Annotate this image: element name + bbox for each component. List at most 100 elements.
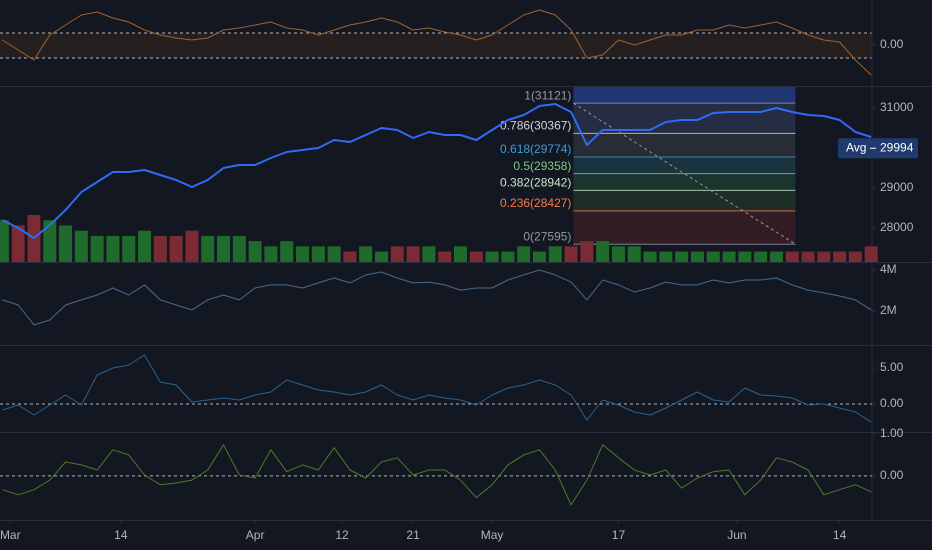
- volume-bar: [833, 251, 847, 262]
- series-line: [2, 354, 872, 423]
- volume-bar: [485, 251, 499, 262]
- series-line: [2, 444, 872, 506]
- x-tick-label: 17: [612, 528, 626, 542]
- y-tick-label: 5.00: [880, 360, 904, 374]
- x-tick-label: May: [481, 528, 504, 542]
- fib-label: 0.236(28427): [500, 196, 571, 210]
- x-tick-label: 14: [114, 528, 128, 542]
- x-tick-label: Apr: [246, 528, 265, 542]
- y-tick-label: 31000: [880, 100, 914, 114]
- fib-band: [573, 133, 796, 158]
- fib-band: [573, 210, 796, 245]
- volume-bar: [138, 230, 152, 262]
- volume-bar: [217, 235, 231, 262]
- volume-bar: [517, 246, 531, 262]
- volume-bar: [296, 246, 310, 262]
- volume-bar: [406, 246, 420, 262]
- volume-bar: [453, 246, 467, 262]
- y-tick-label: 0.00: [880, 37, 904, 51]
- volume-bar: [801, 251, 815, 262]
- series-line: [1, 103, 872, 239]
- series-line: [2, 9, 872, 76]
- x-tick-label: 12: [335, 528, 349, 542]
- volume-bar: [280, 241, 294, 262]
- x-tick-label: Mar: [0, 528, 21, 542]
- fib-label: 0.786(30367): [500, 118, 571, 132]
- volume-bar: [248, 241, 262, 262]
- volume-bar: [327, 246, 341, 262]
- volume-bar: [0, 220, 9, 262]
- fib-top-band: [573, 87, 796, 104]
- volume-bar: [548, 246, 562, 262]
- volume-bar: [264, 246, 278, 262]
- volume-bar: [74, 230, 88, 262]
- volume-bar: [59, 225, 73, 262]
- x-tick-label: 21: [406, 528, 420, 542]
- y-tick-label: 0.00: [880, 396, 904, 410]
- volume-bar: [43, 220, 57, 262]
- volume-bar: [722, 251, 736, 262]
- fib-label: 0.382(28942): [500, 175, 571, 189]
- y-tick-label: 2M: [880, 303, 897, 317]
- volume-bar: [343, 251, 357, 262]
- x-tick-label: 14: [833, 528, 847, 542]
- volume-bar: [422, 246, 436, 262]
- volume-bar: [848, 251, 862, 262]
- volume-bar: [532, 251, 546, 262]
- volume-bar: [785, 251, 799, 262]
- volume-bar: [817, 251, 831, 262]
- volume-bar: [122, 235, 136, 262]
- volume-bar: [390, 246, 404, 262]
- volume-bar: [706, 251, 720, 262]
- volume-bar: [106, 235, 120, 262]
- y-tick-label: 29000: [880, 180, 914, 194]
- volume-bar: [201, 235, 215, 262]
- volume-bar: [11, 225, 25, 262]
- avg-value: 29994: [880, 140, 914, 154]
- volume-bar: [675, 251, 689, 262]
- volume-bar: [469, 251, 483, 262]
- avg-badge: [838, 138, 918, 159]
- fib-band: [573, 157, 796, 174]
- volume-bar: [580, 241, 594, 262]
- volume-bar: [169, 235, 183, 262]
- y-tick-label: 0.00: [880, 468, 904, 482]
- fib-band: [573, 103, 796, 134]
- fib-trend: [573, 102, 796, 245]
- series-line: [2, 269, 872, 326]
- fib-label: 1(31121): [524, 88, 571, 102]
- volume-bar: [438, 251, 452, 262]
- y-tick-label: 4M: [880, 262, 897, 276]
- volume-bar: [232, 235, 246, 262]
- volume-bar: [359, 246, 373, 262]
- volume-bar: [769, 251, 783, 262]
- fib-band: [573, 190, 796, 211]
- volume-bar: [754, 251, 768, 262]
- y-tick-label: 1.00: [880, 426, 904, 440]
- volume-bar: [738, 251, 752, 262]
- volume-bar: [185, 230, 199, 262]
- volume-bar: [627, 246, 641, 262]
- fib-label: 0.5(29358): [513, 159, 571, 173]
- fib-label: 0(27595): [523, 229, 571, 243]
- volume-bar: [90, 235, 104, 262]
- fib-label: 0.618(29774): [500, 142, 571, 156]
- volume-bar: [864, 246, 878, 262]
- volume-bar: [596, 241, 610, 262]
- osc-band: [0, 33, 872, 58]
- fib-band: [573, 173, 796, 191]
- volume-bar: [643, 251, 657, 262]
- volume-bar: [690, 251, 704, 262]
- volume-bar: [564, 246, 578, 262]
- avg-label: Avg: [846, 140, 866, 154]
- volume-bar: [375, 251, 388, 262]
- x-tick-label: Jun: [727, 528, 746, 542]
- volume-bar: [659, 251, 673, 262]
- volume-bar: [311, 246, 325, 262]
- volume-bar: [153, 235, 167, 262]
- volume-bar: [611, 246, 625, 262]
- volume-bar: [501, 251, 515, 262]
- y-tick-label: 28000: [880, 220, 914, 234]
